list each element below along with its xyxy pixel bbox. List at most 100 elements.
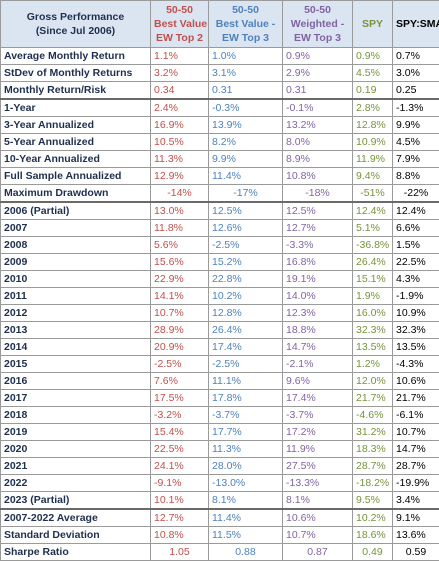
value-cell: 1.5%: [393, 237, 439, 254]
value-cell: 12.5%: [209, 202, 283, 220]
value-cell: 11.4%: [209, 509, 283, 527]
value-cell: -13.0%: [209, 475, 283, 492]
value-cell: 5.6%: [151, 237, 209, 254]
value-cell: 20.9%: [151, 339, 209, 356]
row-label: 2006 (Partial): [1, 202, 151, 220]
value-cell: 28.9%: [151, 322, 209, 339]
row-label: 2018: [1, 407, 151, 424]
value-cell: 2.4%: [151, 99, 209, 117]
value-cell: 22.5%: [151, 441, 209, 458]
column-header-line: 50-50: [212, 3, 279, 17]
column-header-line: EW Top 3: [286, 31, 349, 45]
value-cell: 8.1%: [283, 492, 353, 510]
value-cell: -3.7%: [209, 407, 283, 424]
value-cell: 13.0%: [151, 202, 209, 220]
row-label: Standard Deviation: [1, 527, 151, 544]
row-label: 2009: [1, 254, 151, 271]
value-cell: 10.5%: [151, 134, 209, 151]
value-cell: -18%: [283, 185, 353, 203]
value-cell: 3.2%: [151, 65, 209, 82]
value-cell: 0.25: [393, 82, 439, 100]
value-cell: 4.3%: [393, 271, 439, 288]
value-cell: 14.7%: [393, 441, 439, 458]
row-label: 2010: [1, 271, 151, 288]
value-cell: 10.6%: [283, 509, 353, 527]
value-cell: 9.6%: [283, 373, 353, 390]
value-cell: 12.4%: [353, 202, 393, 220]
value-cell: 0.19: [353, 82, 393, 100]
table-row: Maximum Drawdown-14%-17%-18%-51%-22%: [1, 185, 439, 203]
value-cell: 11.3%: [209, 441, 283, 458]
value-cell: 13.6%: [393, 527, 439, 544]
value-cell: 2.8%: [353, 99, 393, 117]
column-header-weighted-top3: 50-50 Weighted - EW Top 3: [283, 1, 353, 48]
value-cell: 32.3%: [353, 322, 393, 339]
value-cell: 0.9%: [283, 48, 353, 65]
column-header-line: EW Top 2: [154, 31, 205, 45]
table-row: 2006 (Partial)13.0%12.5%12.5%12.4%12.4%: [1, 202, 439, 220]
value-cell: 15.2%: [209, 254, 283, 271]
row-label: Full Sample Annualized: [1, 168, 151, 185]
column-header-spy-sma10: SPY:SMA10: [393, 1, 439, 48]
row-label: Maximum Drawdown: [1, 185, 151, 203]
value-cell: 3.0%: [393, 65, 439, 82]
value-cell: 12.5%: [283, 202, 353, 220]
value-cell: 15.4%: [151, 424, 209, 441]
value-cell: 9.4%: [353, 168, 393, 185]
value-cell: -22%: [393, 185, 439, 203]
value-cell: 14.7%: [283, 339, 353, 356]
value-cell: 17.2%: [283, 424, 353, 441]
value-cell: 9.5%: [353, 492, 393, 510]
value-cell: 19.1%: [283, 271, 353, 288]
value-cell: 22.9%: [151, 271, 209, 288]
row-label: 5-Year Annualized: [1, 134, 151, 151]
row-label: 2023 (Partial): [1, 492, 151, 510]
table-row: 2018-3.2%-3.7%-3.7%-4.6%-6.1%: [1, 407, 439, 424]
value-cell: -13.3%: [283, 475, 353, 492]
value-cell: 9.9%: [393, 117, 439, 134]
row-label: 2008: [1, 237, 151, 254]
value-cell: 17.5%: [151, 390, 209, 407]
value-cell: 13.5%: [393, 339, 439, 356]
value-cell: 9.1%: [393, 509, 439, 527]
value-cell: 8.8%: [393, 168, 439, 185]
value-cell: -9.1%: [151, 475, 209, 492]
value-cell: 21.7%: [393, 390, 439, 407]
value-cell: -19.9%: [393, 475, 439, 492]
value-cell: 17.4%: [283, 390, 353, 407]
value-cell: -0.3%: [209, 99, 283, 117]
column-header-line: Best Value -: [154, 17, 205, 31]
value-cell: 18.6%: [353, 527, 393, 544]
table-row: 2023 (Partial)10.1%8.1%8.1%9.5%3.4%: [1, 492, 439, 510]
value-cell: 9.9%: [209, 151, 283, 168]
value-cell: -4.3%: [393, 356, 439, 373]
value-cell: 0.9%: [353, 48, 393, 65]
row-label: 2016: [1, 373, 151, 390]
column-header-best-value-top3: 50-50 Best Value - EW Top 3: [209, 1, 283, 48]
value-cell: 10.2%: [353, 509, 393, 527]
value-cell: 8.0%: [283, 134, 353, 151]
row-label: 2019: [1, 424, 151, 441]
row-label: 2015: [1, 356, 151, 373]
value-cell: 1.9%: [353, 288, 393, 305]
value-cell: 8.9%: [283, 151, 353, 168]
value-cell: 7.6%: [151, 373, 209, 390]
value-cell: 1.05: [151, 544, 209, 561]
value-cell: 1.0%: [209, 48, 283, 65]
value-cell: -14%: [151, 185, 209, 203]
column-header-line: 50-50: [286, 3, 349, 17]
value-cell: 17.4%: [209, 339, 283, 356]
row-header-title: Gross Performance (Since Jul 2006): [1, 1, 151, 48]
value-cell: 15.1%: [353, 271, 393, 288]
